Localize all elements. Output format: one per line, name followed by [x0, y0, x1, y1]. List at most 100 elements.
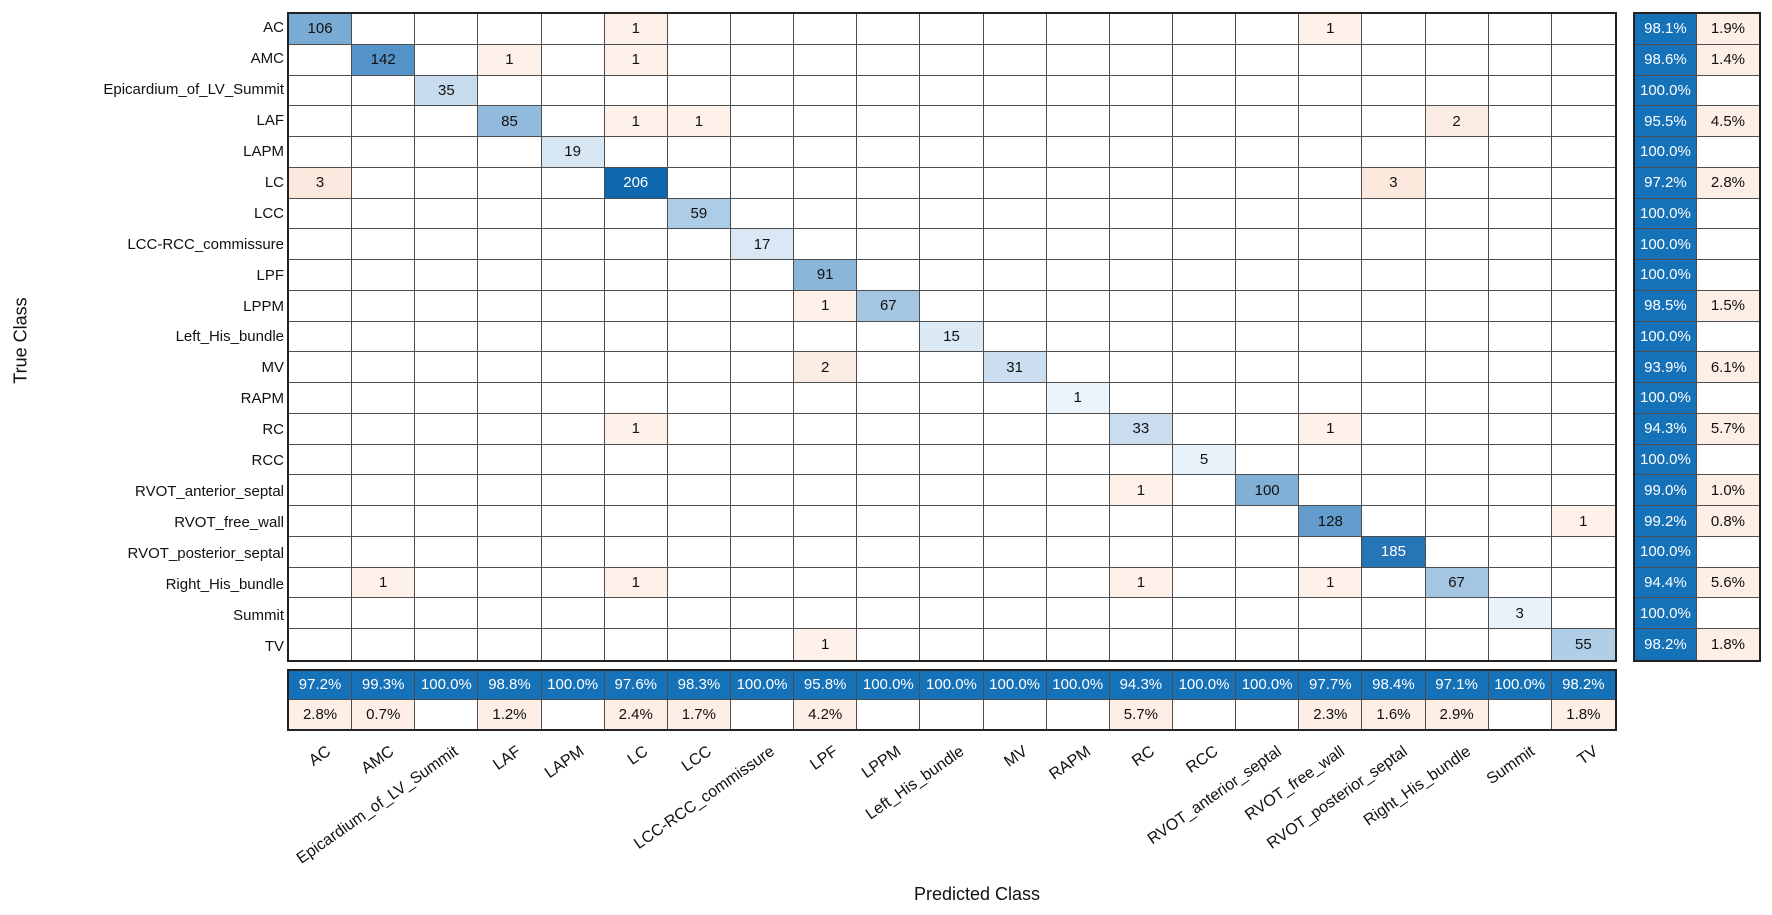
- col-fdr-cell: 1.2%: [478, 699, 542, 729]
- matrix-cell: [1551, 383, 1615, 414]
- matrix-cell: [1046, 598, 1110, 630]
- matrix-cell: [1488, 44, 1552, 76]
- matrix-cell: [983, 14, 1047, 45]
- matrix-cell: [604, 352, 668, 384]
- matrix-cell: [1425, 475, 1489, 507]
- matrix-cell: [983, 106, 1047, 138]
- matrix-cell: [1109, 167, 1173, 199]
- matrix-cell: [1236, 167, 1300, 199]
- matrix-cell: 3: [1362, 167, 1426, 199]
- matrix-cell: [730, 536, 795, 568]
- x-tick-label: Right_His_bundle: [1361, 743, 1475, 830]
- matrix-cell: [478, 567, 542, 599]
- col-fdr-cell: 2.4%: [604, 699, 668, 729]
- matrix-cell: [1362, 352, 1426, 384]
- matrix-cell: [415, 598, 479, 630]
- matrix-cell: [478, 536, 542, 568]
- matrix-cell: [730, 567, 795, 599]
- col-ppv-cell: 100.0%: [920, 670, 984, 700]
- matrix-cell: [1046, 44, 1110, 76]
- row-fnr-cell: 1.8%: [1696, 629, 1759, 660]
- matrix-cell: [541, 14, 605, 45]
- matrix-cell: [1362, 229, 1426, 261]
- matrix-cell: [352, 198, 416, 230]
- matrix-cell: [1551, 76, 1615, 107]
- matrix-cell: [289, 352, 353, 384]
- matrix-cell: [794, 198, 858, 230]
- matrix-cell: [1109, 106, 1173, 138]
- row-tpr-cell: 100.0%: [1634, 536, 1697, 568]
- y-tick-label: RCC: [251, 452, 285, 470]
- matrix-cell: [478, 290, 542, 322]
- row-tpr-cell: 100.0%: [1634, 321, 1697, 353]
- matrix-cell: [1172, 536, 1237, 568]
- matrix-cell: [1172, 290, 1237, 322]
- row-fnr-cell: [1696, 445, 1759, 476]
- matrix-cell: [1425, 198, 1489, 230]
- matrix-cell: [1299, 352, 1363, 384]
- matrix-cell: [478, 75, 542, 107]
- matrix-cell: [478, 506, 542, 537]
- matrix-cell: [1046, 321, 1110, 353]
- matrix-cell: [1299, 383, 1363, 414]
- row-fnr-cell: 6.1%: [1696, 352, 1759, 384]
- matrix-cell: [730, 75, 795, 107]
- matrix-cell: [352, 260, 416, 291]
- matrix-cell: [352, 598, 416, 630]
- matrix-cell: [983, 229, 1047, 261]
- matrix-cell: [1236, 137, 1300, 168]
- matrix-cell: [1109, 14, 1173, 45]
- matrix-cell: [1109, 198, 1173, 230]
- row-fnr-cell: 4.5%: [1696, 106, 1759, 138]
- matrix-cell: [1172, 229, 1237, 261]
- col-fdr-cell: 1.7%: [667, 699, 731, 729]
- row-fnr-cell: 1.4%: [1696, 44, 1759, 76]
- col-fdr-cell: [1236, 699, 1300, 729]
- matrix-cell: [1046, 14, 1110, 45]
- matrix-cell: [1046, 413, 1110, 445]
- matrix-cell: [857, 229, 921, 261]
- matrix-cell: [730, 167, 795, 199]
- matrix-cell: [1046, 290, 1110, 322]
- matrix-cell: [1172, 598, 1237, 630]
- matrix-cell: [352, 106, 416, 138]
- matrix-cell: [794, 44, 858, 76]
- matrix-cell: [983, 475, 1047, 507]
- col-ppv-cell: 98.8%: [478, 670, 542, 700]
- matrix-cell: [352, 506, 416, 537]
- matrix-cell: [415, 260, 479, 291]
- matrix-cell: [1046, 536, 1110, 568]
- matrix-cell: [541, 567, 605, 599]
- col-ppv-cell: 95.8%: [794, 670, 858, 700]
- matrix-cell: [857, 598, 921, 630]
- matrix-cell: 1: [1299, 14, 1363, 45]
- matrix-cell: [1425, 229, 1489, 261]
- matrix-cell: [352, 14, 416, 45]
- matrix-cell: [857, 567, 921, 599]
- matrix-cell: 85: [478, 106, 542, 138]
- matrix-cell: [730, 260, 795, 291]
- matrix-cell: [289, 260, 353, 291]
- col-ppv-cell: 100.0%: [730, 670, 795, 700]
- matrix-cell: [983, 290, 1047, 322]
- matrix-cell: [1362, 44, 1426, 76]
- matrix-cell: [983, 536, 1047, 568]
- matrix-cell: [1109, 506, 1173, 537]
- confusion-matrix: 106 1 1 142 1 1 35 85 1 1 2 19 3 206 3 59 17 91 1 67 15 2 31 1 1…: [287, 12, 1617, 662]
- matrix-cell: [541, 475, 605, 507]
- matrix-cell: [1172, 383, 1237, 414]
- row-tpr-cell: 100.0%: [1634, 383, 1697, 414]
- x-tick-label: Summit: [1483, 743, 1538, 789]
- matrix-cell: [415, 198, 479, 230]
- matrix-cell: [983, 413, 1047, 445]
- matrix-cell: [289, 444, 353, 476]
- matrix-cell: [1109, 444, 1173, 476]
- matrix-cell: 206: [604, 167, 668, 199]
- matrix-cell: [794, 536, 858, 568]
- matrix-cell: [1425, 290, 1489, 322]
- matrix-cell: [731, 629, 795, 660]
- matrix-cell: [1488, 506, 1552, 537]
- matrix-cell: [478, 260, 542, 291]
- matrix-cell: [794, 229, 858, 261]
- matrix-cell: [1236, 75, 1300, 107]
